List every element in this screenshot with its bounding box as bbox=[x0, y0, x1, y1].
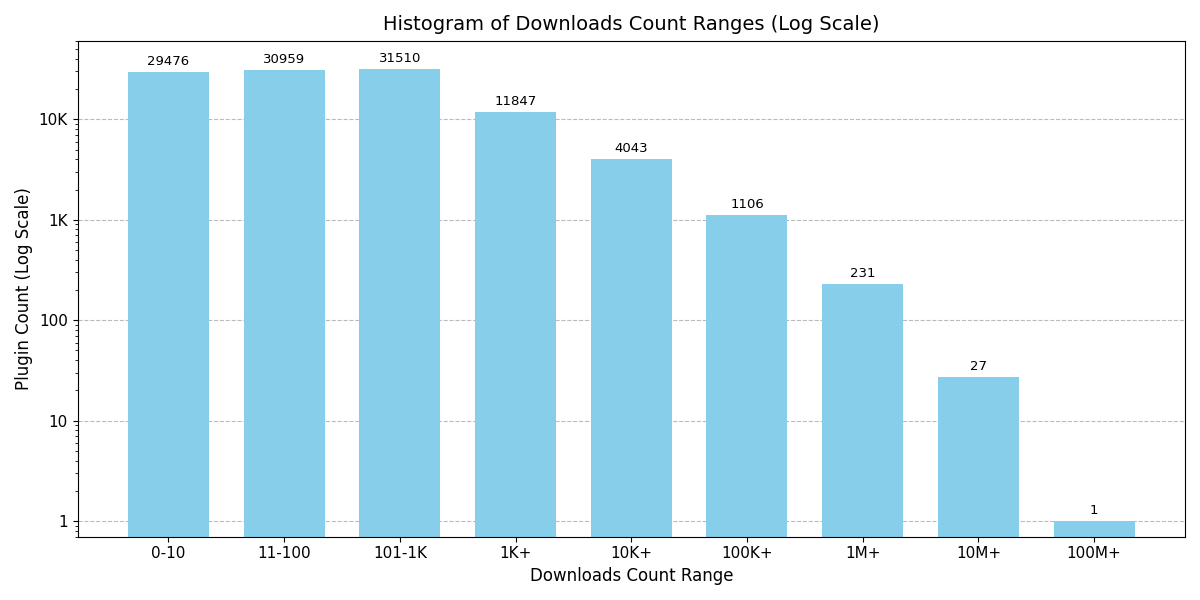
Bar bbox=[128, 72, 209, 600]
Bar bbox=[244, 70, 324, 600]
Bar bbox=[707, 215, 787, 600]
Bar bbox=[590, 159, 672, 600]
Bar bbox=[1054, 521, 1135, 600]
Bar bbox=[938, 377, 1019, 600]
Text: 11847: 11847 bbox=[494, 95, 536, 108]
Text: 29476: 29476 bbox=[148, 55, 190, 68]
Text: 231: 231 bbox=[850, 266, 876, 280]
Text: 4043: 4043 bbox=[614, 142, 648, 155]
Text: 31510: 31510 bbox=[379, 52, 421, 65]
Title: Histogram of Downloads Count Ranges (Log Scale): Histogram of Downloads Count Ranges (Log… bbox=[383, 15, 880, 34]
Text: 30959: 30959 bbox=[263, 53, 305, 66]
Bar bbox=[475, 112, 556, 600]
Bar bbox=[359, 69, 440, 600]
Text: 1: 1 bbox=[1090, 504, 1098, 517]
Text: 27: 27 bbox=[970, 360, 986, 373]
Bar bbox=[822, 284, 904, 600]
Y-axis label: Plugin Count (Log Scale): Plugin Count (Log Scale) bbox=[14, 187, 34, 391]
Text: 1106: 1106 bbox=[730, 198, 764, 211]
X-axis label: Downloads Count Range: Downloads Count Range bbox=[529, 567, 733, 585]
